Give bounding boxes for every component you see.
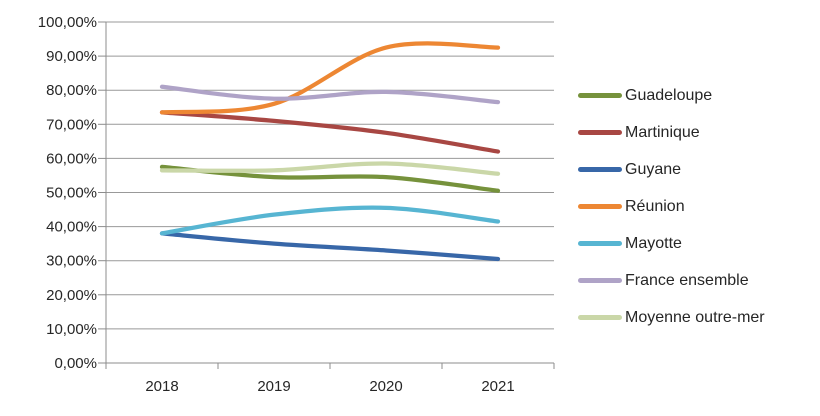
y-tick-label: 80,00% bbox=[46, 82, 97, 99]
legend-line-swatch bbox=[578, 315, 622, 320]
x-tick-label: 2018 bbox=[145, 378, 178, 395]
legend-item-label: Réunion bbox=[625, 197, 685, 215]
y-tick-label: 10,00% bbox=[46, 321, 97, 338]
y-tick-label: 100,00% bbox=[38, 14, 97, 31]
y-tick-label: 50,00% bbox=[46, 185, 97, 202]
x-tick-label: 2020 bbox=[369, 378, 402, 395]
series-line-mayotte bbox=[159, 205, 501, 236]
series-line-guyane bbox=[159, 231, 501, 262]
legend-item-mayotte[interactable]: Mayotte bbox=[578, 231, 765, 256]
x-tick-label: 2019 bbox=[257, 378, 290, 395]
legend-line-swatch bbox=[578, 241, 622, 246]
y-tick-label: 30,00% bbox=[46, 253, 97, 270]
y-tick-label: 0,00% bbox=[54, 355, 97, 372]
legend-line-swatch bbox=[578, 93, 622, 98]
legend-item-label: Guyane bbox=[625, 160, 682, 178]
y-tick-label: 90,00% bbox=[46, 48, 97, 65]
legend-item-label: Mayotte bbox=[625, 234, 682, 252]
legend-item-label: Martinique bbox=[625, 123, 700, 141]
legend: Guadeloupe Martinique Guyane Réunion Mayotte… bbox=[578, 83, 765, 342]
legend-item-reunion[interactable]: Réunion bbox=[578, 194, 765, 219]
legend-line-swatch bbox=[578, 204, 622, 209]
legend-line-swatch bbox=[578, 167, 622, 172]
y-tick-label: 60,00% bbox=[46, 150, 97, 167]
series-line-moyenne-outre-mer bbox=[159, 161, 501, 176]
y-tick-label: 40,00% bbox=[46, 219, 97, 236]
legend-item-guyane[interactable]: Guyane bbox=[578, 157, 765, 182]
x-tick-label: 2021 bbox=[481, 378, 514, 395]
legend-item-guadeloupe[interactable]: Guadeloupe bbox=[578, 83, 765, 108]
legend-item-france-ensemble[interactable]: France ensemble bbox=[578, 268, 765, 293]
legend-item-label: Guadeloupe bbox=[625, 86, 713, 104]
series-line-martinique bbox=[159, 110, 501, 154]
legend-item-label: France ensemble bbox=[625, 271, 749, 289]
legend-item-label: Moyenne outre-mer bbox=[625, 308, 765, 326]
series-line-france-ensemble bbox=[159, 84, 501, 105]
y-tick-label: 70,00% bbox=[46, 116, 97, 133]
legend-line-swatch bbox=[578, 278, 622, 283]
legend-line-swatch bbox=[578, 130, 622, 135]
legend-item-moyenne-outre-mer[interactable]: Moyenne outre-mer bbox=[578, 305, 765, 330]
legend-item-martinique[interactable]: Martinique bbox=[578, 120, 765, 145]
y-tick-label: 20,00% bbox=[46, 287, 97, 304]
series-line-reunion bbox=[159, 41, 501, 115]
